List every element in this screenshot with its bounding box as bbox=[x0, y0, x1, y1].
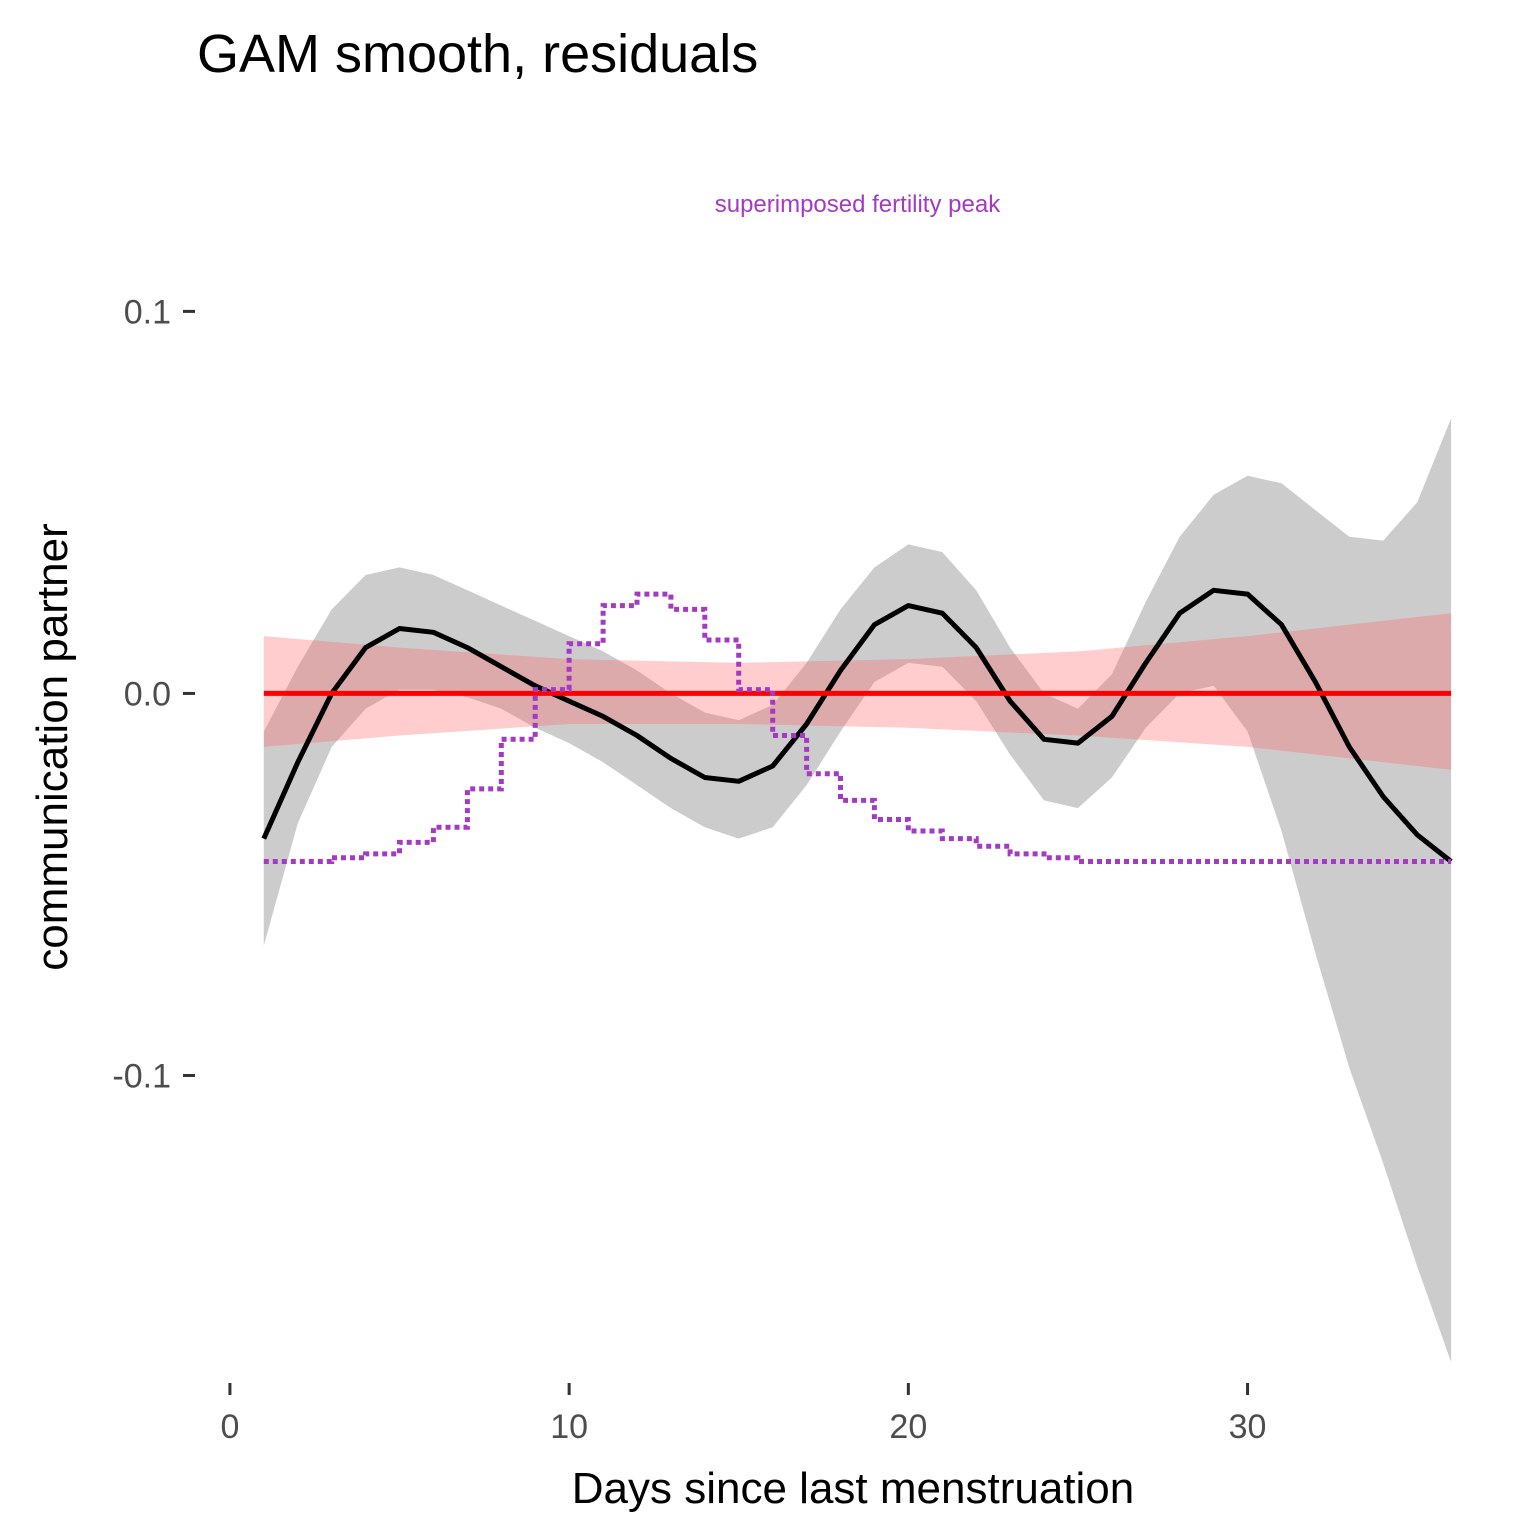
y-tick-label: 0.0 bbox=[124, 675, 171, 713]
chart-title: GAM smooth, residuals bbox=[197, 24, 758, 84]
x-axis: 0 10 20 30 bbox=[220, 1383, 1266, 1446]
confidence-ribbon-0 bbox=[263, 418, 1452, 1362]
gam-smooth-line bbox=[261, 587, 1453, 864]
x-tick-label: 30 bbox=[1229, 1408, 1267, 1446]
x-tick-label: 0 bbox=[220, 1408, 239, 1446]
x-axis-title: Days since last menstruation bbox=[572, 1464, 1134, 1513]
x-tick-label: 20 bbox=[889, 1408, 927, 1446]
x-tick-label: 10 bbox=[550, 1408, 588, 1446]
fertility-peak-line bbox=[263, 591, 1452, 864]
y-axis: -0.1 0.0 0.1 bbox=[112, 293, 195, 1095]
y-axis-title: communication partner bbox=[28, 523, 77, 971]
plot-area bbox=[261, 418, 1453, 1362]
y-tick-label: 0.1 bbox=[124, 293, 171, 331]
fertility-peak-annotation: superimposed fertility peak bbox=[715, 191, 1001, 218]
y-tick-label: -0.1 bbox=[112, 1057, 171, 1095]
